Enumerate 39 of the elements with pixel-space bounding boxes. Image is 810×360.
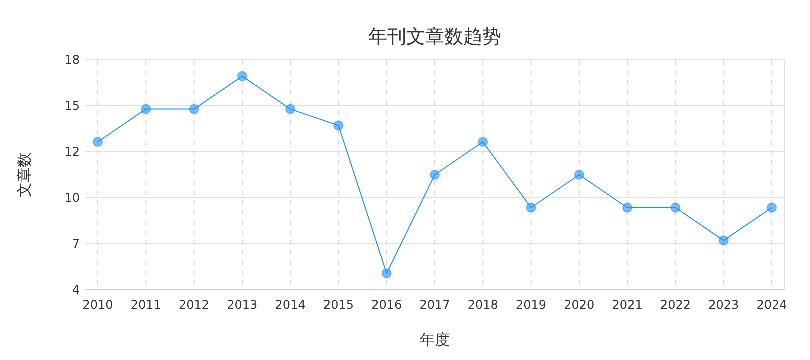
y-tick-label: 10 bbox=[64, 191, 80, 206]
point bbox=[189, 104, 200, 114]
point bbox=[718, 236, 729, 246]
x-axis-title: 年度 bbox=[420, 331, 450, 349]
point bbox=[430, 170, 440, 180]
point bbox=[334, 120, 344, 131]
point bbox=[237, 71, 248, 82]
x-tick-label: 2024 bbox=[756, 298, 788, 312]
point bbox=[478, 137, 488, 148]
x-tick-label: 2014 bbox=[275, 298, 306, 312]
chart-title: 年刊文章数趋势 bbox=[368, 26, 502, 48]
x-tick-label: 2015 bbox=[323, 298, 354, 312]
y-tick-label: 12 bbox=[64, 145, 80, 160]
x-tick-label: 2017 bbox=[420, 298, 450, 312]
point bbox=[767, 202, 777, 213]
x-tick-label: 2022 bbox=[660, 298, 691, 312]
y-tick-label: 7 bbox=[72, 237, 80, 252]
x-tick-label: 2020 bbox=[564, 298, 595, 312]
point bbox=[670, 202, 681, 213]
x-tick-label: 2018 bbox=[468, 298, 498, 312]
x-tick-label: 2013 bbox=[227, 298, 258, 312]
x-tick-label: 2012 bbox=[179, 298, 210, 312]
y-axis-title: 文章数 bbox=[15, 152, 34, 198]
point bbox=[622, 202, 633, 213]
point bbox=[574, 170, 584, 180]
x-tick-label: 2023 bbox=[708, 298, 740, 312]
x-tick-label: 2011 bbox=[130, 298, 162, 312]
point bbox=[141, 104, 152, 114]
point bbox=[93, 137, 103, 148]
y-tick-label: 4 bbox=[72, 283, 80, 298]
x-tick-label: 2010 bbox=[82, 298, 114, 312]
x-tick-label: 2021 bbox=[612, 298, 643, 312]
y-tick-label: 15 bbox=[64, 99, 80, 114]
x-tick-label: 2019 bbox=[516, 298, 547, 312]
point bbox=[526, 202, 536, 213]
point bbox=[382, 268, 392, 279]
y-tick-label: 18 bbox=[64, 53, 80, 68]
point bbox=[286, 104, 296, 114]
x-tick-label: 2016 bbox=[372, 298, 402, 312]
